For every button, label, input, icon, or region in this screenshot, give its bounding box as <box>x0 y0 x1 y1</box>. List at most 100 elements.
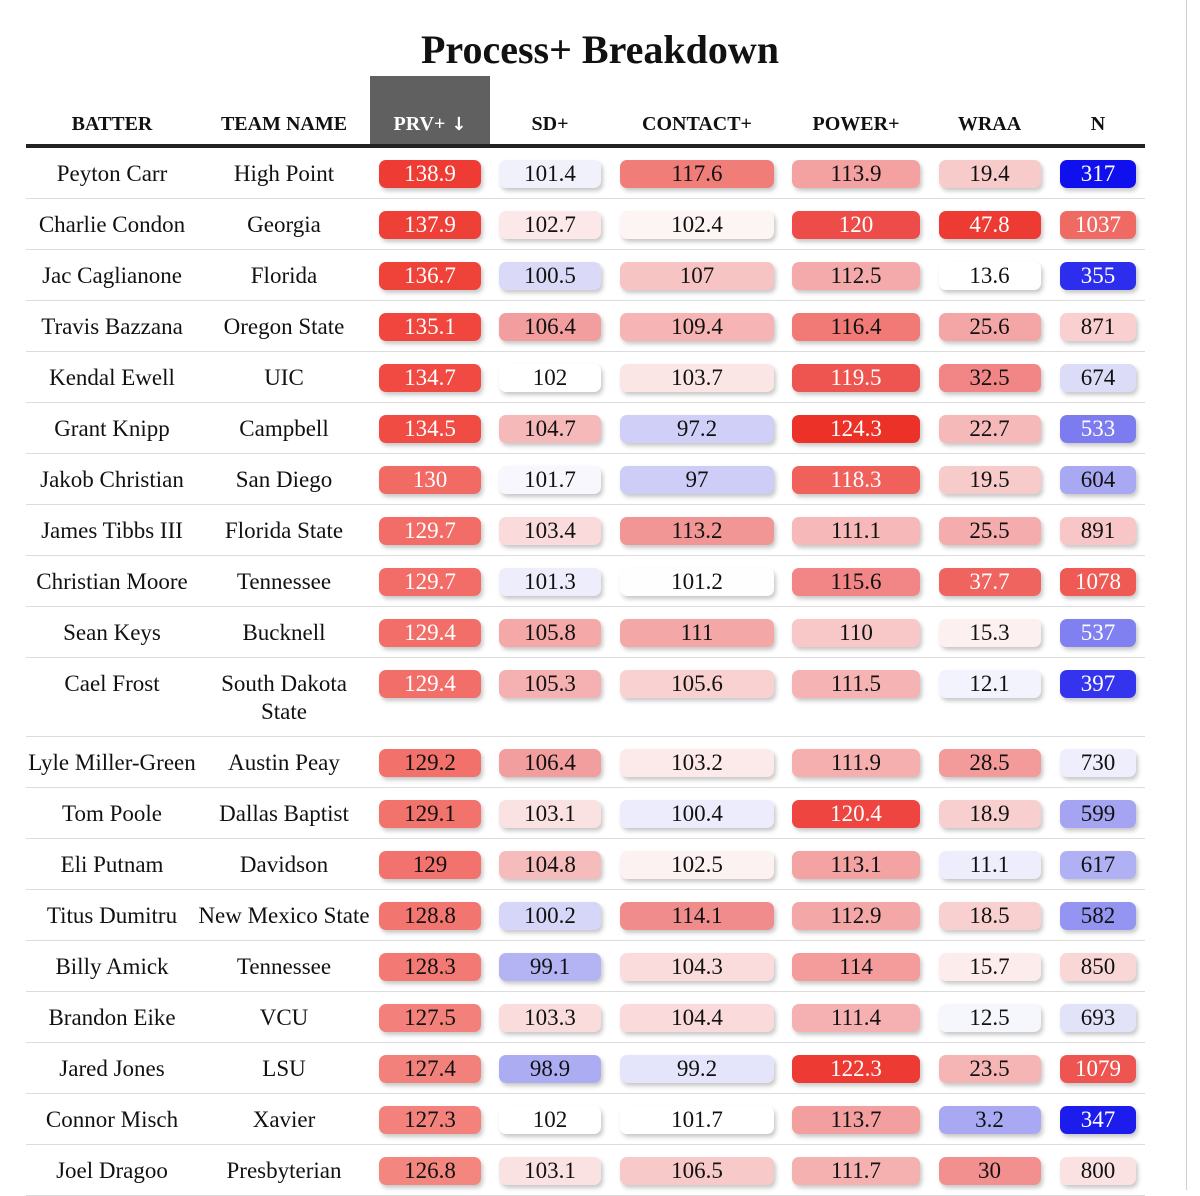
cell-n: 617 <box>1051 838 1145 890</box>
table-row[interactable]: Lyle Miller-Green Austin Peay 129.2 106.4 10… <box>26 736 1145 788</box>
team-name: Dallas Baptist <box>198 787 370 839</box>
cell-sd: 100.5 <box>490 249 610 301</box>
cell-power: 113.7 <box>784 1093 928 1145</box>
prv-value-pill: 127.4 <box>379 1055 481 1083</box>
power-value-pill: 112.9 <box>792 902 920 930</box>
table-row[interactable]: Eli Putnam Davidson 129 104.8 102.5 113.1 11.1… <box>26 838 1145 890</box>
cell-n: 850 <box>1051 940 1145 992</box>
table-row[interactable]: Sean Keys Bucknell 129.4 105.8 111 110 15.3 537 <box>26 606 1145 658</box>
cell-sd: 102 <box>490 351 610 403</box>
table-row[interactable]: Billy Amick Tennessee 128.3 99.1 104.3 114 15.… <box>26 940 1145 992</box>
prv-value-pill: 127.5 <box>379 1004 481 1032</box>
n-value-pill: 347 <box>1060 1106 1136 1134</box>
wraa-value-pill: 18.9 <box>938 800 1041 828</box>
power-value-pill: 111.5 <box>792 670 920 698</box>
page-title: Process+ Breakdown <box>421 27 779 72</box>
table-row[interactable]: Peyton Carr High Point 138.9 101.4 117.6 113.… <box>26 146 1145 199</box>
table-row[interactable]: Jakob Christian San Diego 130 101.7 97 118.3 1… <box>26 453 1145 505</box>
wraa-value-pill: 30 <box>938 1157 1041 1185</box>
power-value-pill: 110 <box>792 619 920 647</box>
table-row[interactable]: Christian Moore Tennessee 129.7 101.3 101.2 1… <box>26 555 1145 607</box>
cell-power: 119.5 <box>784 351 928 403</box>
table-row[interactable]: Travis Bazzana Oregon State 135.1 106.4 109.… <box>26 300 1145 352</box>
table-row[interactable]: Titus Dumitru New Mexico State 128.8 100.2 1… <box>26 889 1145 941</box>
prv-value-pill: 127.3 <box>379 1106 481 1134</box>
header-sd[interactable]: SD+ <box>490 76 610 148</box>
batter-name: Joel Dragoo <box>26 1144 198 1196</box>
sd-value-pill: 105.8 <box>499 619 601 647</box>
table-row[interactable]: Grant Knipp Campbell 134.5 104.7 97.2 124.3 22… <box>26 402 1145 454</box>
table-row[interactable]: James Tibbs III Florida State 129.7 103.4 11… <box>26 504 1145 556</box>
cell-wraa: 28.5 <box>928 736 1051 788</box>
cell-prv: 135.1 <box>370 300 490 352</box>
contact-value-pill: 103.2 <box>620 749 774 777</box>
contact-value-pill: 102.4 <box>620 211 774 239</box>
cell-sd: 101.3 <box>490 555 610 607</box>
cell-power: 111.4 <box>784 991 928 1043</box>
contact-value-pill: 111 <box>620 619 774 647</box>
sd-value-pill: 101.3 <box>499 568 601 596</box>
table-row[interactable]: Brandon Eike VCU 127.5 103.3 104.4 111.4 12.5 6… <box>26 991 1145 1043</box>
cell-sd: 103.4 <box>490 504 610 556</box>
cell-sd: 100.2 <box>490 889 610 941</box>
contact-value-pill: 117.6 <box>620 160 774 188</box>
process-breakdown-table: BATTER TEAM NAME PRV+ ↓ SD+ CONTACT+ POWE… <box>26 76 1145 1196</box>
cell-sd: 101.7 <box>490 453 610 505</box>
wraa-value-pill: 12.5 <box>938 1004 1041 1032</box>
table-row[interactable]: Cael Frost South Dakota State 129.4 105.3 10… <box>26 657 1145 737</box>
table-row[interactable]: Tom Poole Dallas Baptist 129.1 103.1 100.4 12… <box>26 787 1145 839</box>
team-name: Oregon State <box>198 300 370 352</box>
cell-n: 1037 <box>1051 198 1145 250</box>
contact-value-pill: 97 <box>620 466 774 494</box>
table-row[interactable]: Joel Dragoo Presbyterian 126.8 103.1 106.5 11… <box>26 1144 1145 1196</box>
cell-power: 122.3 <box>784 1042 928 1094</box>
sd-value-pill: 99.1 <box>499 953 601 981</box>
header-power[interactable]: POWER+ <box>784 76 928 148</box>
cell-n: 355 <box>1051 249 1145 301</box>
cell-sd: 104.7 <box>490 402 610 454</box>
cell-wraa: 23.5 <box>928 1042 1051 1094</box>
table-row[interactable]: Connor Misch Xavier 127.3 102 101.7 113.7 3.2 3… <box>26 1093 1145 1145</box>
wraa-value-pill: 15.3 <box>938 619 1041 647</box>
power-value-pill: 120 <box>792 211 920 239</box>
cell-prv: 129.2 <box>370 736 490 788</box>
cell-prv: 126.8 <box>370 1144 490 1196</box>
team-name: Campbell <box>198 402 370 454</box>
header-prv-sorted[interactable]: PRV+ ↓ <box>370 76 490 148</box>
power-value-pill: 119.5 <box>792 364 920 392</box>
table-row[interactable]: Jared Jones LSU 127.4 98.9 99.2 122.3 23.5 1079 <box>26 1042 1145 1094</box>
batter-name: Charlie Condon <box>26 198 198 250</box>
cell-prv: 129.7 <box>370 555 490 607</box>
cell-sd: 99.1 <box>490 940 610 992</box>
header-contact[interactable]: CONTACT+ <box>610 76 784 148</box>
contact-value-pill: 113.2 <box>620 517 774 545</box>
sd-value-pill: 98.9 <box>499 1055 601 1083</box>
batter-name: Travis Bazzana <box>26 300 198 352</box>
header-wraa[interactable]: WRAA <box>928 76 1051 148</box>
cell-contact: 99.2 <box>610 1042 784 1094</box>
cell-sd: 102 <box>490 1093 610 1145</box>
cell-n: 533 <box>1051 402 1145 454</box>
cell-contact: 117.6 <box>610 146 784 199</box>
cell-power: 112.9 <box>784 889 928 941</box>
cell-sd: 101.4 <box>490 146 610 199</box>
cell-n: 800 <box>1051 1144 1145 1196</box>
n-value-pill: 800 <box>1060 1157 1136 1185</box>
cell-contact: 111 <box>610 606 784 658</box>
table-row[interactable]: Jac Caglianone Florida 136.7 100.5 107 112.5 1… <box>26 249 1145 301</box>
prv-value-pill: 129 <box>379 851 481 879</box>
cell-wraa: 12.1 <box>928 657 1051 737</box>
cell-contact: 106.5 <box>610 1144 784 1196</box>
cell-power: 116.4 <box>784 300 928 352</box>
n-value-pill: 355 <box>1060 262 1136 290</box>
table-row[interactable]: Kendal Ewell UIC 134.7 102 103.7 119.5 32.5 674 <box>26 351 1145 403</box>
prv-value-pill: 135.1 <box>379 313 481 341</box>
team-name: Florida State <box>198 504 370 556</box>
header-team-name[interactable]: TEAM NAME <box>198 76 370 148</box>
cell-contact: 105.6 <box>610 657 784 737</box>
header-batter[interactable]: BATTER <box>26 76 198 148</box>
header-row: BATTER TEAM NAME PRV+ ↓ SD+ CONTACT+ POWE… <box>26 76 1145 148</box>
wraa-value-pill: 13.6 <box>938 262 1041 290</box>
table-row[interactable]: Charlie Condon Georgia 137.9 102.7 102.4 120 4… <box>26 198 1145 250</box>
header-n[interactable]: N <box>1051 76 1145 148</box>
